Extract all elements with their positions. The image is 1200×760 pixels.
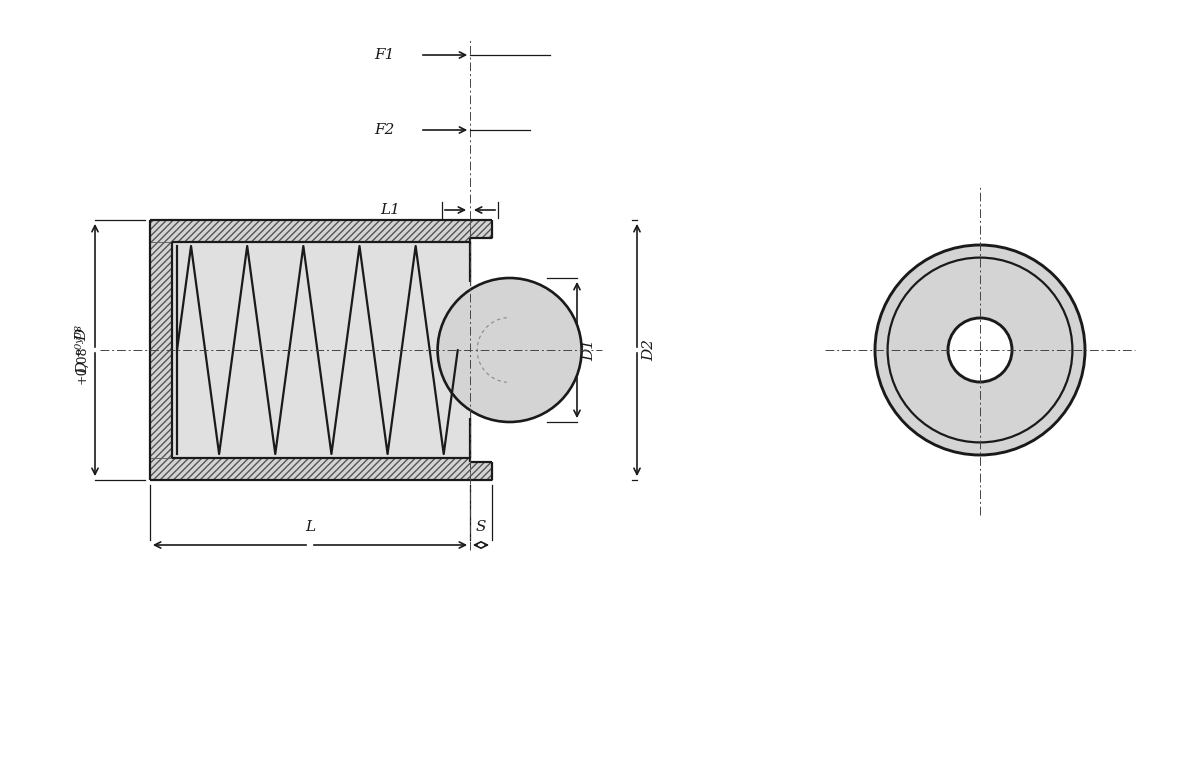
Bar <box>150 458 470 480</box>
Bar <box>150 242 172 458</box>
Circle shape <box>888 258 1073 442</box>
Bar <box>470 220 492 238</box>
Bar <box>172 242 470 458</box>
Text: +0,08: +0,08 <box>76 346 89 385</box>
Bar <box>470 220 492 238</box>
Text: D: D <box>74 329 89 341</box>
Text: D1: D1 <box>582 339 596 361</box>
Bar <box>150 220 470 480</box>
Circle shape <box>438 278 582 422</box>
Bar <box>470 462 492 480</box>
Text: F1: F1 <box>374 48 395 62</box>
Text: F2: F2 <box>374 123 395 137</box>
Circle shape <box>948 318 1012 382</box>
Bar <box>470 462 492 480</box>
Text: D ⁺⁰ʸ⁰⁸: D ⁺⁰ʸ⁰⁸ <box>76 325 90 375</box>
Text: S: S <box>475 520 486 534</box>
Bar <box>172 242 472 458</box>
Circle shape <box>875 245 1085 455</box>
Text: L1: L1 <box>380 203 400 217</box>
Text: D2: D2 <box>642 339 656 361</box>
Bar <box>150 220 470 242</box>
Text: L: L <box>305 520 316 534</box>
